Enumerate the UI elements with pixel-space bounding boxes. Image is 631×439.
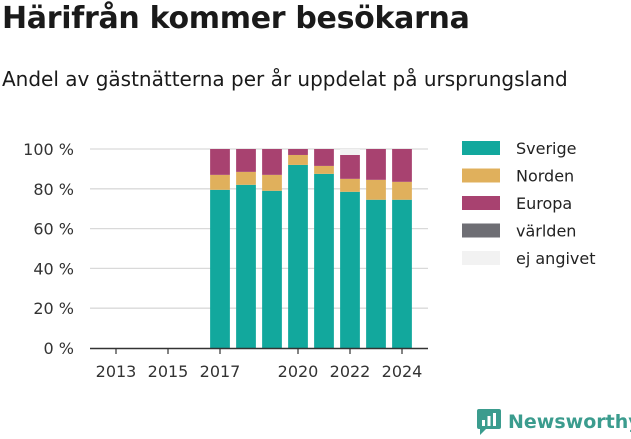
y-tick-label: 60 % (33, 220, 74, 239)
bar-segment (210, 174, 230, 190)
bar-segment (236, 149, 256, 172)
legend-swatch (462, 196, 500, 210)
bar-segment (366, 179, 386, 200)
legend-swatch (462, 223, 500, 238)
bar-segment (392, 199, 412, 348)
bar-segment (288, 149, 308, 155)
axes: 0 % 20 % 40 % 60 % 80 % 100 % 2013 2015 2017 2020… (23, 140, 428, 381)
x-tick-label: 2015 (148, 362, 189, 381)
legend-label: ej angivet (516, 249, 596, 268)
legend-swatch (462, 168, 500, 183)
bar-segment (314, 173, 334, 348)
newsworthy-logo-icon (477, 409, 501, 435)
x-tick-label: 2020 (278, 362, 319, 381)
bar-segment (340, 178, 360, 192)
bar-segment (262, 174, 282, 191)
y-tick-label: 0 % (44, 339, 74, 358)
bar-segment (262, 149, 282, 175)
bar-segment (314, 165, 334, 174)
newsworthy-logo: Newsworthy (476, 408, 631, 436)
x-tick-label: 2022 (330, 362, 371, 381)
bar-segment (210, 149, 230, 175)
legend-swatch (462, 141, 500, 155)
bar-segment (340, 191, 360, 348)
chart-subtitle: Andel av gästnätterna per år uppdelat på… (2, 67, 568, 91)
bar-segment (288, 154, 308, 165)
y-tick-label: 80 % (33, 180, 74, 199)
bar-segment (236, 184, 256, 348)
legend-swatch (462, 251, 500, 265)
stacked-bar-chart: 0 % 20 % 40 % 60 % 80 % 100 % 2013 2015 2017 2020… (23, 139, 596, 381)
y-tick-label: 20 % (33, 299, 74, 318)
bar-segment (236, 171, 256, 185)
bar-segment (366, 199, 386, 348)
legend-label: Europa (516, 194, 572, 213)
bar-segment (366, 149, 386, 180)
legend-label: Sverige (516, 139, 577, 158)
bar-segment (392, 181, 412, 200)
bar-segment (314, 149, 334, 166)
x-tick-label: 2017 (200, 362, 241, 381)
bars (210, 149, 412, 348)
newsworthy-brand-name: Newsworthy (508, 411, 631, 433)
y-tick-label: 40 % (33, 259, 74, 278)
bar-segment (210, 189, 230, 348)
legend-label: Norden (516, 167, 574, 186)
bar-segment (340, 154, 360, 179)
bar-segment (392, 149, 412, 182)
y-tick-label: 100 % (23, 140, 74, 159)
bar-segment (340, 149, 360, 155)
bar-segment (288, 164, 308, 348)
chart-title: Härifrån kommer besökarna (2, 1, 470, 36)
bar-segment (262, 190, 282, 348)
legend: Sverige Norden Europa världen ej angivet (462, 139, 596, 268)
legend-label: världen (516, 222, 576, 241)
x-tick-label: 2024 (382, 362, 423, 381)
x-tick-label: 2013 (96, 362, 137, 381)
